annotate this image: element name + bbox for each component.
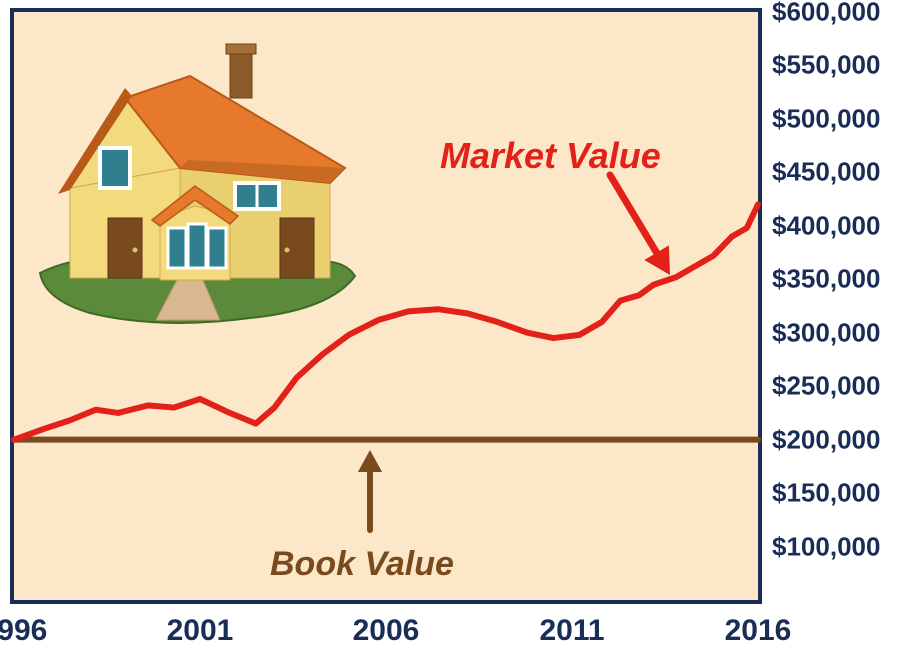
x-tick-label: 2001 — [167, 614, 234, 648]
y-tick-label: $400,000 — [772, 210, 880, 241]
y-tick-label: $550,000 — [772, 50, 880, 81]
y-tick-label: $150,000 — [772, 478, 880, 509]
y-tick-label: $100,000 — [772, 531, 880, 562]
chart-stage: Market Value Book Value $600,000 $550,000… — [0, 0, 902, 648]
x-tick-label: 2016 — [725, 614, 792, 648]
y-tick-label: $500,000 — [772, 103, 880, 134]
y-tick-label: $600,000 — [772, 0, 880, 28]
x-tick-label: 2006 — [353, 614, 420, 648]
book-value-arrow-head — [358, 450, 382, 472]
y-tick-label: $200,000 — [772, 424, 880, 455]
market-value-arrow-shaft — [610, 175, 658, 255]
y-tick-label: $350,000 — [772, 264, 880, 295]
book-value-label: Book Value — [270, 545, 454, 584]
y-tick-label: $250,000 — [772, 371, 880, 402]
y-tick-label: $300,000 — [772, 317, 880, 348]
y-tick-label: $450,000 — [772, 157, 880, 188]
market-value-label: Market Value — [440, 135, 661, 177]
x-tick-label: 2011 — [539, 614, 604, 648]
x-tick-label: 1996 — [0, 614, 47, 648]
